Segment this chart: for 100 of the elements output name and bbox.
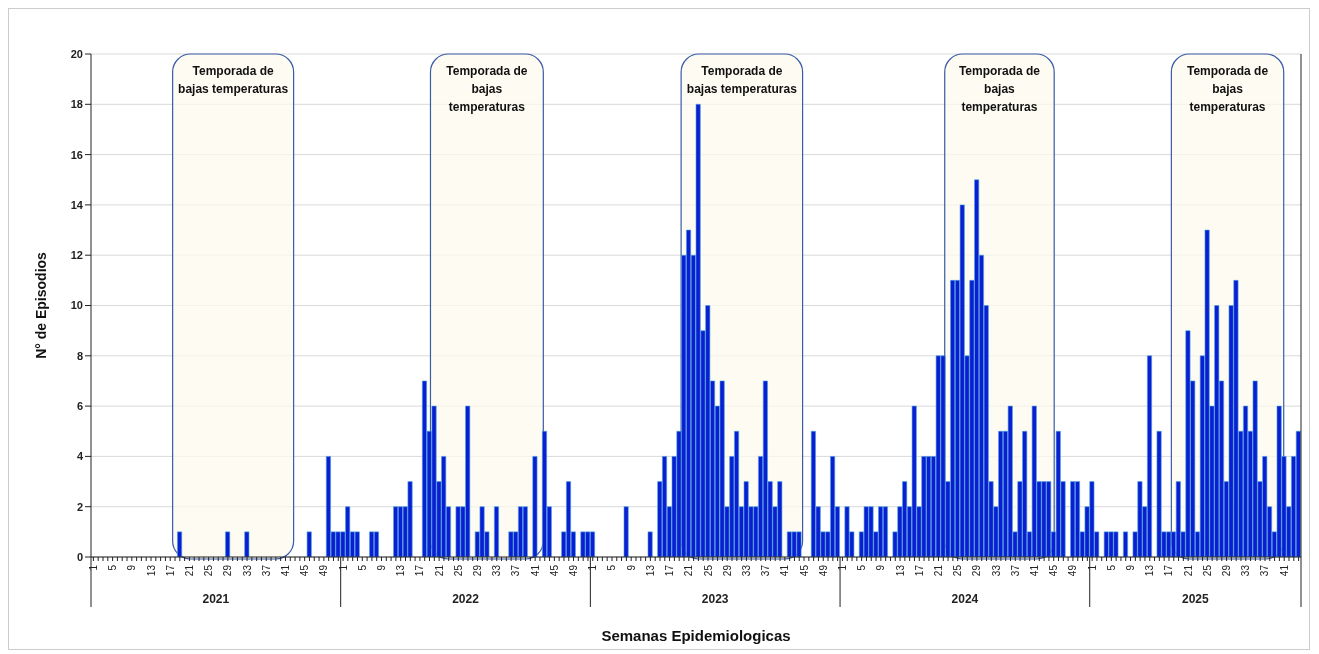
- x-tick-label: 5: [1105, 564, 1117, 571]
- bar: [522, 506, 528, 557]
- y-tick-label: 16: [70, 148, 83, 161]
- x-tick-label: 45: [798, 564, 810, 577]
- x-tick-label: 9: [625, 564, 637, 571]
- bar: [494, 506, 499, 557]
- y-tick-label: 2: [76, 500, 83, 513]
- x-tick-label: 29: [721, 564, 733, 577]
- x-tick-label: 41: [279, 564, 291, 577]
- bar: [580, 531, 586, 557]
- y-tick-label: 8: [76, 349, 83, 362]
- y-tick-label: 12: [70, 249, 83, 262]
- x-tick-label: 33: [491, 564, 503, 577]
- x-tick-label: 45: [299, 564, 311, 577]
- bar: [455, 506, 461, 557]
- x-tick-label: 49: [817, 564, 829, 577]
- y-tick-label: 0: [76, 550, 83, 563]
- x-tick-label: 21: [183, 564, 195, 577]
- x-tick-label: 29: [222, 564, 234, 577]
- x-axis-title: Semanas Epidemiologicas: [601, 627, 791, 644]
- y-tick-label: 20: [70, 47, 83, 60]
- bar: [1070, 481, 1076, 557]
- text: 2022: [452, 592, 480, 606]
- bar: [1175, 481, 1181, 557]
- x-tick-label: 33: [1240, 564, 1252, 577]
- bar: [623, 506, 629, 557]
- bar: [1156, 430, 1162, 557]
- x-tick-label: 45: [548, 564, 560, 577]
- x-tick-label: 13: [395, 564, 407, 577]
- x-tick-label: 29: [472, 564, 484, 577]
- x-tick-label: 1: [587, 564, 599, 571]
- x-tick-label: 37: [510, 564, 522, 577]
- bar: [306, 531, 312, 557]
- x-tick-label: 41: [529, 564, 541, 577]
- x-tick-label: 17: [913, 564, 925, 577]
- x-tick-label: 37: [1259, 564, 1271, 577]
- x-tick-label: 41: [1278, 564, 1290, 577]
- text: 2024: [951, 592, 979, 606]
- bar: [177, 531, 183, 557]
- bar: [369, 531, 375, 557]
- x-tick-label: 1: [1086, 564, 1098, 571]
- y-tick-label: 14: [70, 198, 84, 211]
- bar: [882, 506, 888, 557]
- x-tick-label: 25: [203, 564, 215, 577]
- bar: [743, 481, 749, 557]
- bar: [695, 104, 701, 557]
- text: 2021: [202, 592, 230, 606]
- x-tick-label: 33: [241, 564, 253, 577]
- x-tick-label: 25: [1201, 564, 1213, 577]
- bar: [1031, 405, 1037, 557]
- bar: [508, 531, 514, 557]
- x-tick-label: 9: [376, 564, 387, 571]
- x-tick-label: 9: [1125, 564, 1137, 571]
- x-tick-label: 21: [683, 564, 695, 577]
- x-tick-label: 49: [1067, 564, 1079, 577]
- x-tick-label: 33: [990, 564, 1002, 577]
- x-tick-label: 5: [606, 564, 618, 571]
- y-tick-label: 6: [76, 400, 83, 413]
- y-tick-label: 18: [70, 98, 83, 111]
- x-tick-label: 33: [740, 564, 752, 577]
- x-tick-label: 21: [1182, 564, 1194, 577]
- bar: [1007, 405, 1013, 557]
- x-tick-label: 13: [644, 564, 656, 577]
- annotation: Temporada de bajas temperaturas: [685, 63, 798, 98]
- x-tick-label: 13: [1144, 564, 1156, 577]
- x-tick-label: 29: [971, 564, 983, 577]
- text: 2023: [701, 592, 729, 606]
- annotation: Temporada de bajas temperaturas: [957, 63, 1041, 116]
- x-tick-label: 49: [568, 564, 580, 577]
- bar: [325, 456, 331, 557]
- x-tick-label: 5: [856, 564, 868, 571]
- x-tick-label: 17: [1163, 564, 1175, 577]
- x-tick-label: 49: [318, 564, 330, 577]
- bar: [373, 531, 379, 557]
- bar: [959, 204, 965, 557]
- x-tick-label: 41: [779, 564, 791, 577]
- text: 2025: [1182, 592, 1210, 606]
- x-tick-label: 17: [414, 564, 426, 577]
- x-tick-label: 37: [1009, 564, 1021, 577]
- bar: [532, 456, 538, 557]
- x-tick-label: 17: [164, 564, 176, 577]
- x-tick-label: 1: [836, 564, 848, 571]
- bar: [354, 531, 360, 557]
- x-tick-label: 1: [337, 564, 349, 571]
- bar: [1123, 531, 1128, 557]
- x-tick-label: 25: [952, 564, 964, 577]
- x-tick-label: 5: [356, 564, 368, 571]
- x-tick-label: 37: [760, 564, 772, 577]
- annotation: Temporada de bajas temperaturas: [1185, 63, 1270, 116]
- x-tick-label: 13: [145, 564, 157, 577]
- annotation: Temporada de bajas temperaturas: [445, 63, 529, 116]
- bar: [911, 405, 917, 557]
- y-axis-title: N° de Episodios: [32, 251, 49, 359]
- x-tick-label: 9: [875, 564, 887, 571]
- annotation: Temporada de bajas temperaturas: [177, 63, 290, 98]
- y-tick-label: 4: [76, 450, 84, 463]
- x-tick-label: 25: [452, 564, 464, 577]
- x-tick-label: 37: [260, 564, 272, 577]
- x-tick-label: 1: [87, 564, 99, 571]
- bar: [719, 380, 725, 557]
